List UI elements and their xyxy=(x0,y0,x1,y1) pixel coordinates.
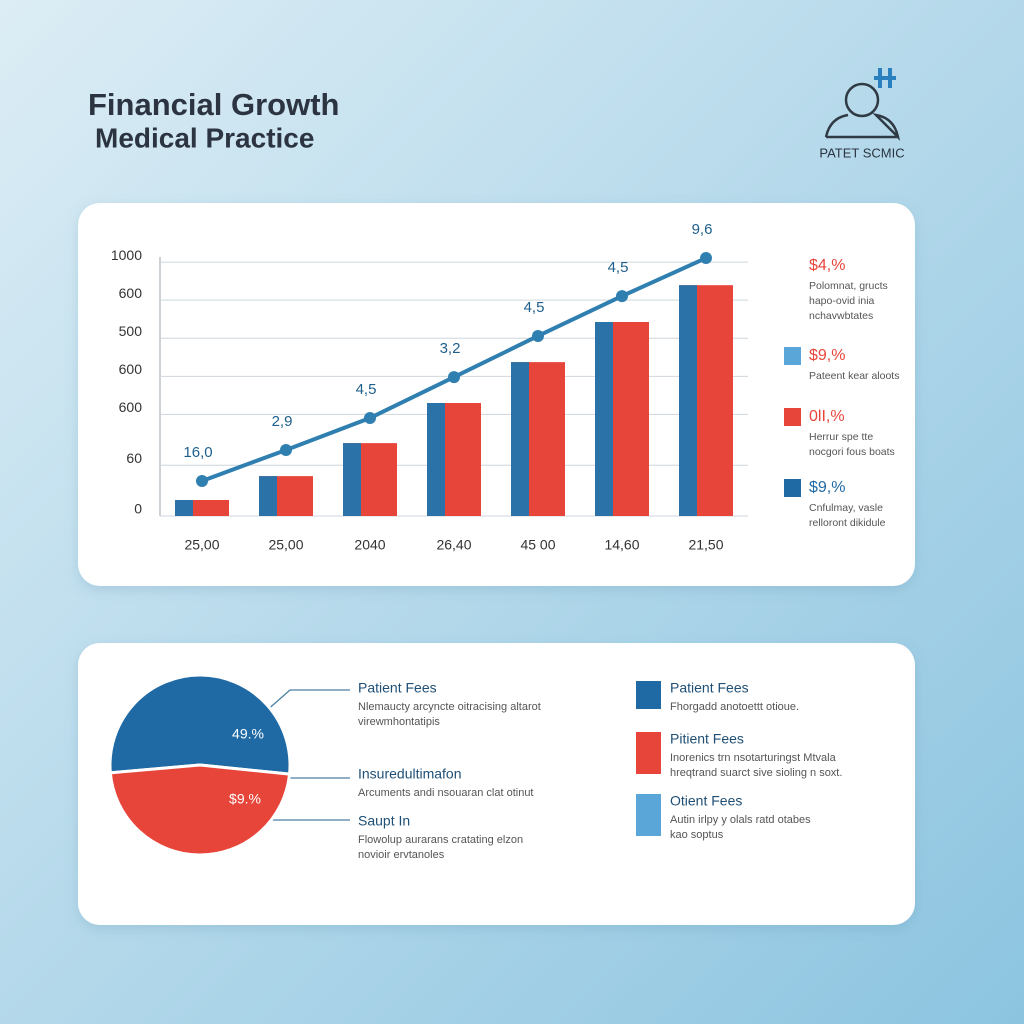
legend-text: Autin irlpy y olals ratd otabes xyxy=(670,814,811,826)
y-tick-label: 0 xyxy=(134,501,142,517)
point-label: 3,2 xyxy=(440,340,461,357)
annotation-text: Arcuments andi nsouaran clat otinut xyxy=(358,787,534,799)
annotation-title: Patient Fees xyxy=(358,680,437,696)
y-tick-label: 60 xyxy=(126,450,142,466)
y-tick-label: 600 xyxy=(119,285,143,301)
annotation-text: Flowolup aurarans cratating elzon xyxy=(358,834,523,846)
point-label: 4,5 xyxy=(356,381,377,398)
bar-accent xyxy=(679,285,697,516)
annotation-text: Nlemaucty arcyncte oitracising altarot xyxy=(358,701,541,713)
legend-swatch xyxy=(784,479,801,497)
pie-slice xyxy=(108,673,292,776)
line-point xyxy=(280,443,292,456)
patient-icon xyxy=(824,82,901,141)
legend-text: nocgori fous boats xyxy=(809,446,895,458)
bar-accent xyxy=(511,362,529,516)
point-label: 4,5 xyxy=(524,299,545,316)
legend-title: Otient Fees xyxy=(670,793,742,809)
line-point xyxy=(700,252,712,265)
legend-text: Pateent kear aloots xyxy=(809,370,899,382)
bar-accent xyxy=(343,443,361,516)
slice-label: 49.% xyxy=(232,726,264,742)
x-tick-label: 21,50 xyxy=(688,537,723,553)
legend-text: relloront dikidule xyxy=(809,517,886,529)
x-tick-label: 26,40 xyxy=(436,537,471,553)
legend-title: Patient Fees xyxy=(670,680,749,696)
x-tick-label: 25,00 xyxy=(184,537,219,553)
legend-title: Pitient Fees xyxy=(670,731,744,747)
legend-text: Fhorgadd anotoettt otioue. xyxy=(670,701,799,713)
slice-label: $9.% xyxy=(229,791,261,807)
legend-text: kao soptus xyxy=(670,829,724,841)
line-point xyxy=(196,474,208,487)
legend-swatch xyxy=(784,408,801,426)
legend-text: nchavwbtates xyxy=(809,310,873,322)
legend-text: Herrur spe tte xyxy=(809,431,873,443)
annotation-text: virewmhontatipis xyxy=(358,716,440,728)
y-tick-label: 600 xyxy=(119,399,143,415)
point-label: 4,5 xyxy=(608,259,629,276)
legend-swatch xyxy=(636,732,661,774)
point-label: 2,9 xyxy=(272,413,293,430)
subtitle: Medical Practice xyxy=(95,122,314,153)
bar-accent xyxy=(259,476,277,516)
line-point xyxy=(364,411,376,424)
title: Financial Growth xyxy=(88,87,339,122)
legend-text: Inorenics trn nsotarturingst Mtvala xyxy=(670,752,837,764)
bar-accent xyxy=(427,403,445,516)
line-point xyxy=(616,290,628,303)
x-tick-label: 25,00 xyxy=(268,537,303,553)
legend-value: $9,% xyxy=(809,479,845,496)
legend-value: $4,% xyxy=(809,257,845,274)
badge: PATET SCMIC xyxy=(819,145,904,160)
legend-value: 0lI,% xyxy=(809,408,845,425)
plus-icon xyxy=(874,68,896,88)
y-tick-label: 500 xyxy=(119,323,143,339)
point-label: 9,6 xyxy=(692,221,713,238)
legend-text: hapo-ovid inia xyxy=(809,295,875,307)
y-tick-label: 600 xyxy=(119,361,143,377)
line-point xyxy=(532,329,544,342)
annotation-text: novioir ervtanoles xyxy=(358,849,445,861)
legend-swatch xyxy=(636,794,661,836)
point-label: 16,0 xyxy=(183,444,212,461)
annotation-title: Insuredultimafon xyxy=(358,766,462,782)
chart-card xyxy=(78,203,915,586)
legend-text: Polomnat, gructs xyxy=(809,280,888,292)
bar-accent xyxy=(595,322,613,516)
x-tick-label: 2040 xyxy=(354,537,385,553)
x-tick-label: 45 00 xyxy=(520,537,555,553)
pie-card xyxy=(78,643,915,925)
line-point xyxy=(448,371,460,384)
legend-text: Cnfulmay, vasle xyxy=(809,502,883,514)
legend-swatch xyxy=(784,347,801,365)
legend-swatch xyxy=(636,681,661,709)
x-tick-label: 14,60 xyxy=(604,537,639,553)
annotation-title: Saupt In xyxy=(358,813,410,829)
bar-accent xyxy=(175,500,193,516)
y-tick-label: 1000 xyxy=(111,247,142,263)
legend-value: $9,% xyxy=(809,347,845,364)
pie-slice xyxy=(108,763,292,857)
legend-text: hreqtrand suarct sive sioling n soxt. xyxy=(670,767,842,779)
